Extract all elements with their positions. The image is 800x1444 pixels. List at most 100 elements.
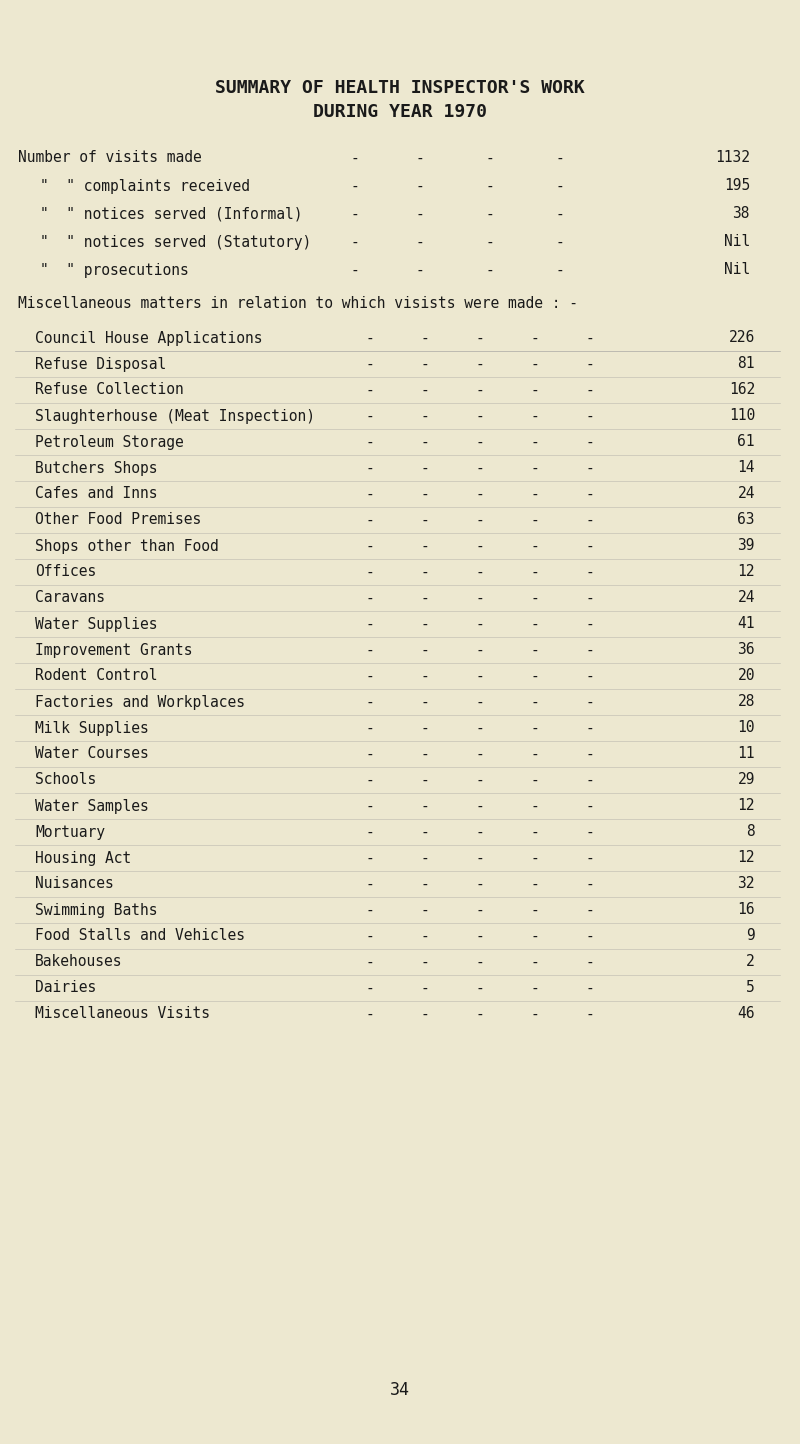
- Text: 12: 12: [738, 851, 755, 865]
- Text: -: -: [530, 669, 539, 683]
- Text: -: -: [421, 383, 430, 397]
- Text: "  " notices served (Informal): " " notices served (Informal): [40, 206, 302, 221]
- Text: -: -: [586, 825, 594, 839]
- Text: -: -: [556, 150, 564, 166]
- Text: -: -: [476, 409, 484, 423]
- Text: -: -: [476, 591, 484, 605]
- Text: Swimming Baths: Swimming Baths: [35, 902, 158, 917]
- Text: -: -: [366, 331, 374, 345]
- Text: -: -: [530, 539, 539, 553]
- Text: 34: 34: [390, 1380, 410, 1399]
- Text: -: -: [476, 1006, 484, 1021]
- Text: -: -: [416, 179, 424, 193]
- Text: -: -: [530, 695, 539, 709]
- Text: -: -: [530, 851, 539, 865]
- Text: Offices: Offices: [35, 565, 96, 579]
- Text: -: -: [421, 1006, 430, 1021]
- Text: -: -: [476, 461, 484, 475]
- Text: -: -: [476, 695, 484, 709]
- Text: -: -: [421, 539, 430, 553]
- Text: Dairies: Dairies: [35, 980, 96, 995]
- Text: -: -: [421, 695, 430, 709]
- Text: -: -: [486, 234, 494, 250]
- Text: -: -: [416, 150, 424, 166]
- Text: -: -: [586, 799, 594, 813]
- Text: -: -: [421, 357, 430, 371]
- Text: Shops other than Food: Shops other than Food: [35, 539, 218, 553]
- Text: -: -: [586, 747, 594, 761]
- Text: Improvement Grants: Improvement Grants: [35, 643, 193, 657]
- Text: -: -: [366, 773, 374, 787]
- Text: -: -: [530, 383, 539, 397]
- Text: -: -: [366, 980, 374, 995]
- Text: 9: 9: [746, 928, 755, 943]
- Text: -: -: [421, 461, 430, 475]
- Text: -: -: [530, 773, 539, 787]
- Text: 14: 14: [738, 461, 755, 475]
- Text: Nil: Nil: [724, 234, 750, 250]
- Text: -: -: [476, 513, 484, 527]
- Text: -: -: [476, 954, 484, 969]
- Text: -: -: [421, 643, 430, 657]
- Text: -: -: [421, 435, 430, 449]
- Text: -: -: [586, 851, 594, 865]
- Text: Council House Applications: Council House Applications: [35, 331, 262, 345]
- Text: 41: 41: [738, 617, 755, 631]
- Text: -: -: [586, 669, 594, 683]
- Text: -: -: [366, 643, 374, 657]
- Text: -: -: [421, 487, 430, 501]
- Text: -: -: [476, 877, 484, 891]
- Text: -: -: [530, 902, 539, 917]
- Text: -: -: [421, 747, 430, 761]
- Text: -: -: [421, 825, 430, 839]
- Text: -: -: [586, 954, 594, 969]
- Text: 16: 16: [738, 902, 755, 917]
- Text: Other Food Premises: Other Food Premises: [35, 513, 202, 527]
- Text: -: -: [416, 206, 424, 221]
- Text: -: -: [421, 409, 430, 423]
- Text: -: -: [366, 617, 374, 631]
- Text: 46: 46: [738, 1006, 755, 1021]
- Text: -: -: [530, 928, 539, 943]
- Text: Nil: Nil: [724, 263, 750, 277]
- Text: -: -: [366, 565, 374, 579]
- Text: Milk Supplies: Milk Supplies: [35, 721, 149, 735]
- Text: "  " prosecutions: " " prosecutions: [40, 263, 189, 277]
- Text: -: -: [556, 206, 564, 221]
- Text: -: -: [366, 591, 374, 605]
- Text: -: -: [530, 980, 539, 995]
- Text: -: -: [476, 747, 484, 761]
- Text: -: -: [476, 487, 484, 501]
- Text: SUMMARY OF HEALTH INSPECTOR'S WORK: SUMMARY OF HEALTH INSPECTOR'S WORK: [215, 79, 585, 97]
- Text: -: -: [476, 902, 484, 917]
- Text: -: -: [586, 721, 594, 735]
- Text: -: -: [366, 695, 374, 709]
- Text: -: -: [366, 461, 374, 475]
- Text: -: -: [476, 773, 484, 787]
- Text: -: -: [530, 617, 539, 631]
- Text: -: -: [586, 617, 594, 631]
- Text: -: -: [530, 513, 539, 527]
- Text: Food Stalls and Vehicles: Food Stalls and Vehicles: [35, 928, 245, 943]
- Text: -: -: [586, 1006, 594, 1021]
- Text: 81: 81: [738, 357, 755, 371]
- Text: 162: 162: [729, 383, 755, 397]
- Text: -: -: [556, 263, 564, 277]
- Text: 61: 61: [738, 435, 755, 449]
- Text: -: -: [586, 877, 594, 891]
- Text: Bakehouses: Bakehouses: [35, 954, 122, 969]
- Text: -: -: [421, 565, 430, 579]
- Text: -: -: [476, 851, 484, 865]
- Text: Number of visits made: Number of visits made: [18, 150, 202, 166]
- Text: -: -: [586, 773, 594, 787]
- Text: -: -: [586, 357, 594, 371]
- Text: -: -: [350, 234, 359, 250]
- Text: -: -: [366, 669, 374, 683]
- Text: 38: 38: [733, 206, 750, 221]
- Text: -: -: [530, 435, 539, 449]
- Text: 28: 28: [738, 695, 755, 709]
- Text: -: -: [530, 331, 539, 345]
- Text: "  " complaints received: " " complaints received: [40, 179, 250, 193]
- Text: -: -: [586, 383, 594, 397]
- Text: Butchers Shops: Butchers Shops: [35, 461, 158, 475]
